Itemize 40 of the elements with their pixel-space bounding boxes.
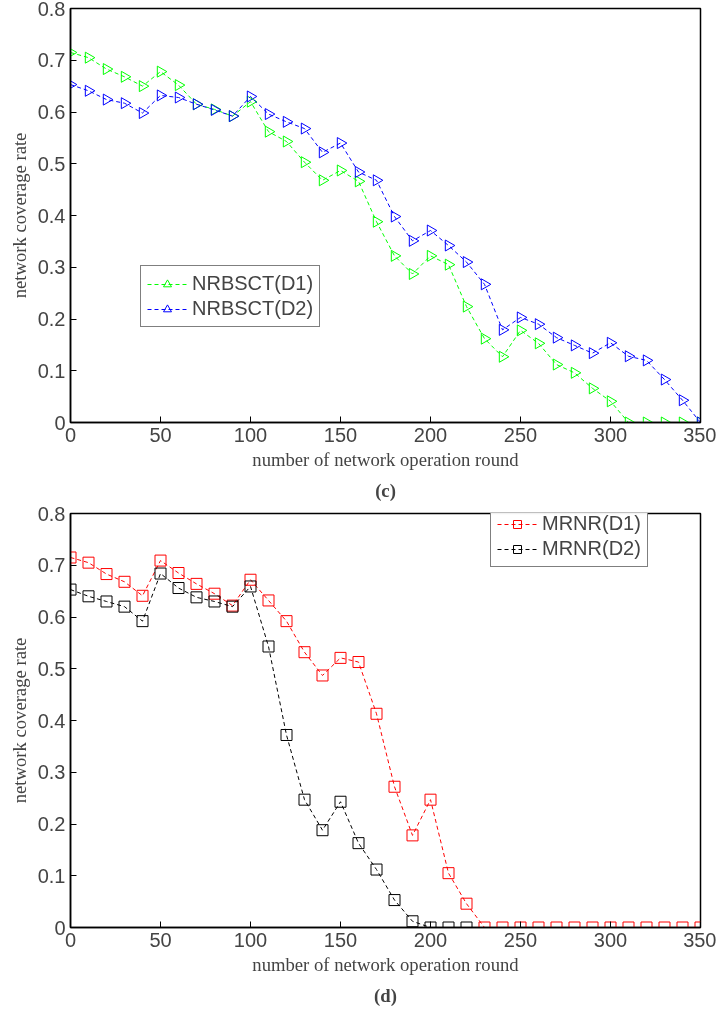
y-tick-label: 0.4 bbox=[37, 709, 66, 732]
x-tick-label: 50 bbox=[149, 423, 172, 446]
y-tick-label: 0.2 bbox=[37, 813, 66, 835]
x-tick-label: 150 bbox=[323, 423, 358, 446]
y-tick-label: 0.6 bbox=[37, 606, 66, 628]
x-tick-label: 200 bbox=[413, 423, 448, 446]
x-axis-title: number of network operation round bbox=[252, 953, 520, 975]
y-tick-label: 0.3 bbox=[37, 761, 66, 784]
y-tick-label: 0.8 bbox=[37, 0, 66, 20]
x-tick-label: 150 bbox=[323, 928, 358, 951]
y-tick-label: 0.4 bbox=[37, 204, 66, 227]
x-tick-label: 300 bbox=[593, 928, 628, 951]
y-tick-label: 0.8 bbox=[37, 502, 66, 525]
y-tick-label: 0.1 bbox=[37, 359, 66, 382]
legend-label: MRNR(D2) bbox=[542, 537, 641, 560]
x-tick-label: 350 bbox=[683, 928, 716, 951]
legend-label: NRBSCT(D2) bbox=[192, 297, 314, 320]
x-tick-label: 100 bbox=[233, 928, 268, 951]
text: (c) bbox=[375, 479, 396, 502]
y-tick-label: 0.6 bbox=[37, 101, 66, 123]
y-tick-label: 0.1 bbox=[37, 864, 66, 887]
x-axis-title: number of network operation round bbox=[252, 448, 520, 470]
x-tick-label: 100 bbox=[233, 423, 268, 446]
legend-label: MRNR(D1) bbox=[542, 512, 641, 535]
y-axis-title: network coverage rate bbox=[8, 132, 30, 299]
text: (d) bbox=[374, 984, 397, 1007]
y-tick-label: 0.2 bbox=[37, 308, 66, 330]
x-tick-label: 50 bbox=[149, 928, 172, 951]
legend-label: NRBSCT(D1) bbox=[192, 272, 314, 295]
y-tick-label: 0.5 bbox=[37, 152, 66, 175]
x-tick-label: 250 bbox=[503, 423, 538, 446]
x-tick-label: 200 bbox=[413, 928, 448, 951]
x-tick-label: 300 bbox=[593, 423, 628, 446]
y-axis-title: network coverage rate bbox=[8, 637, 30, 804]
y-tick-label: 0.7 bbox=[37, 49, 66, 72]
x-tick-label: 350 bbox=[683, 423, 716, 446]
y-tick-label: 0.7 bbox=[37, 554, 66, 577]
y-tick-label: 0.3 bbox=[37, 256, 66, 279]
x-tick-label: 250 bbox=[503, 928, 538, 951]
y-tick-label: 0.5 bbox=[37, 657, 66, 680]
